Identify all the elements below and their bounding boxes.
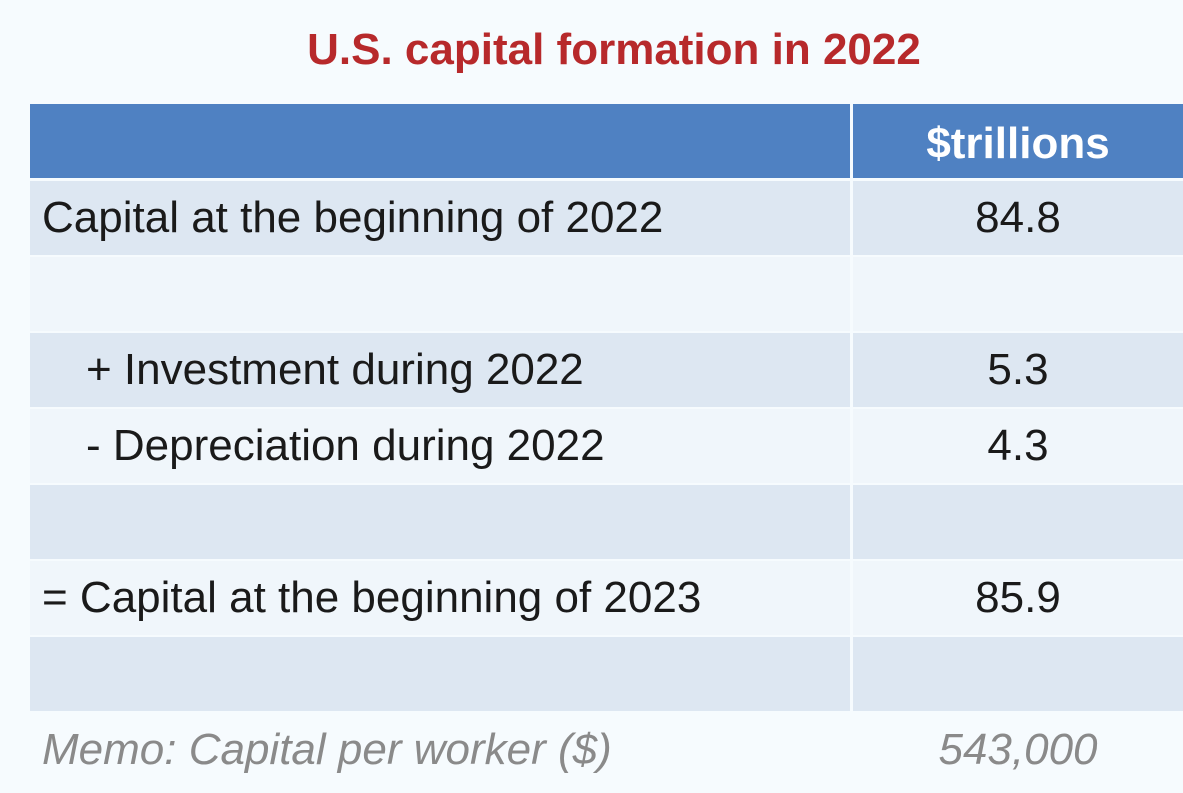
memo-row: Memo: Capital per worker ($) 543,000: [30, 713, 1183, 787]
row-value: [853, 485, 1183, 559]
header-units-cell: $trillions: [853, 104, 1183, 178]
header-label-cell: [30, 104, 850, 178]
capital-formation-table: $trillions Capital at the beginning of 2…: [30, 104, 1183, 789]
table-row: [30, 257, 1183, 331]
row-label: = Capital at the beginning of 2023: [30, 561, 850, 635]
row-value: 5.3: [853, 333, 1183, 407]
row-label: Capital at the beginning of 2022: [30, 181, 850, 255]
row-value: 84.8: [853, 181, 1183, 255]
table-row: [30, 637, 1183, 711]
page-title: U.S. capital formation in 2022: [307, 25, 921, 74]
row-value: [853, 637, 1183, 711]
row-label: [30, 637, 850, 711]
table-header-row: $trillions: [30, 104, 1183, 178]
row-label: [30, 485, 850, 559]
table-row: + Investment during 2022 5.3: [30, 333, 1183, 407]
row-label: [30, 257, 850, 331]
table-row: [30, 485, 1183, 559]
memo-label: Memo: Capital per worker ($): [42, 725, 612, 774]
table-row: = Capital at the beginning of 2023 85.9: [30, 561, 1183, 635]
table-row: - Depreciation during 2022 4.3: [30, 409, 1183, 483]
row-value: 85.9: [853, 561, 1183, 635]
row-value: [853, 257, 1183, 331]
row-label: + Investment during 2022: [30, 333, 850, 407]
table-row: Capital at the beginning of 2022 84.8: [30, 181, 1183, 255]
row-label: - Depreciation during 2022: [30, 409, 850, 483]
row-value: 4.3: [853, 409, 1183, 483]
memo-value: 543,000: [938, 725, 1098, 774]
